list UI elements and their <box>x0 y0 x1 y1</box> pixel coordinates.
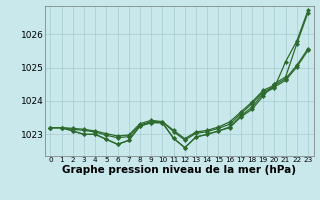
X-axis label: Graphe pression niveau de la mer (hPa): Graphe pression niveau de la mer (hPa) <box>62 165 296 175</box>
